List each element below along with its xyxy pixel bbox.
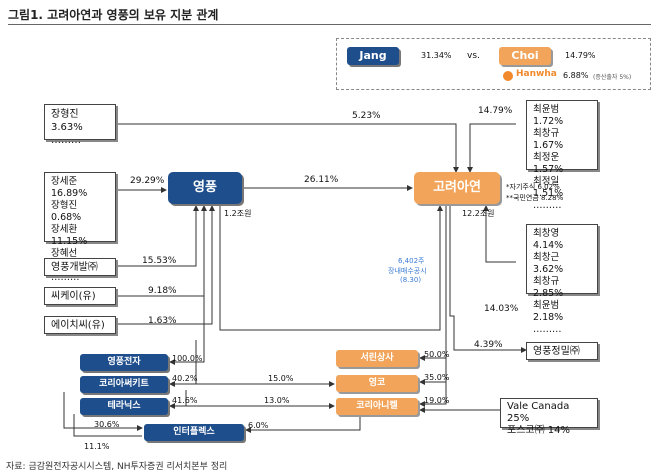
korea-nickel-node: 코리아니켈 — [336, 398, 418, 415]
yp-precision-box: 영풍정밀㈜ — [526, 342, 598, 360]
pct-ckei-to-yp: 9.18% — [148, 286, 177, 296]
source-footer: 자료: 금감원전자공시시스템, NH투자증권 리서치본부 정리 — [6, 462, 228, 472]
choi-mid-more: ……… — [533, 324, 562, 335]
family-line-1: 장세준 16.89% — [51, 176, 88, 199]
pct-inter-b: 11.1% — [84, 442, 110, 451]
legend-choi-badge: Choi — [499, 47, 551, 65]
yp-electronics-node: 영풍전자 — [80, 354, 168, 371]
pct-choi-to-kz: 14.79% — [478, 106, 513, 116]
choi-mid-box: 최창영 4.14% 최창근 3.62% 최창규 2.85% 최윤범 2.18% … — [526, 224, 598, 335]
hcc-box: 에이치씨(유) — [44, 316, 116, 334]
pct-kz-to-ypp: 14.03% — [484, 304, 519, 314]
vale-line: Vale Canada 25% — [507, 401, 570, 424]
interflex-node: 인터플렉스 — [144, 424, 244, 441]
choi-top-line-4: 최정일 1.51% — [533, 176, 564, 199]
youngpoong-dev-box: 영풍개발㈜ — [44, 258, 116, 276]
posco-line: 포스코㈜ 14% — [507, 425, 571, 436]
pct-inter-a: 30.6% — [94, 420, 120, 429]
treasury-note: *자기주식 6.02% — [506, 183, 560, 191]
family-line-3: 장세환 11.15% — [51, 224, 88, 247]
pct-family-to-yp: 29.29% — [130, 176, 165, 186]
pct-ype: 100.0% — [172, 354, 203, 363]
choi-mid-line-2: 최창근 3.62% — [533, 252, 564, 275]
ckei-box: 씨케이(유) — [44, 287, 116, 305]
choi-top-line-1: 최윤범 1.72% — [533, 104, 564, 127]
hanwha-logo-text: Hanwha — [516, 69, 557, 79]
pct-ter: 41.6% — [172, 396, 198, 405]
jang-family-box: 장세준 16.89% 장형진 0.68% 장세환 11.15% 장혜선 0.52… — [44, 172, 116, 283]
kz-value: 12.2조원 — [462, 209, 495, 218]
choi-top-line-3: 최정운 1.57% — [533, 152, 564, 175]
pct-kz-to-kn: 19.0% — [424, 396, 450, 405]
legend-box: Jang 31.34% vs. Choi 14.79% Hanwha 6.88%… — [336, 38, 651, 90]
legend-choi-pct: 14.79% — [565, 51, 596, 60]
pct-hcc-to-yp: 1.63% — [148, 316, 177, 326]
page-title: 그림1. 고려아연과 영풍의 보유 지분 관계 — [8, 8, 219, 22]
pct-to-youngo: 15.0% — [268, 374, 294, 383]
choi-mid-line-4: 최윤범 2.18% — [533, 300, 564, 323]
jang-hyungjin-box: 장형진 3.63% ……… — [44, 104, 116, 146]
choi-mid-line-1: 최창영 4.14% — [533, 228, 564, 251]
pct-ypp-to-kz: 4.39% — [474, 340, 503, 350]
choi-top-line-2: 최창규 1.67% — [533, 128, 564, 151]
vale-posco-box: Vale Canada 25% 포스코㈜ 14% — [500, 398, 598, 436]
buyback-shares: 6,402주 — [398, 257, 425, 265]
pct-inter-c: 6.0% — [248, 421, 269, 430]
title-divider — [8, 24, 651, 25]
buyback-label: 장내매수공시 — [388, 267, 427, 275]
pct-kz-to-youngo: 35.0% — [424, 373, 450, 382]
pct-kc: 40.2% — [172, 374, 198, 383]
family-line-more: ……… — [51, 272, 80, 283]
korea-circuit-node: 코리아써키트 — [80, 376, 168, 393]
choi-top-more: ……… — [533, 200, 562, 211]
pension-note: **국민연금 8.28% — [506, 194, 564, 202]
hanwha-logo-icon — [503, 71, 513, 81]
yp-value: 1.2조원 — [224, 209, 252, 218]
teraneux-node: 테라닉스 — [80, 398, 168, 415]
pct-kz-to-seorin: 50.0% — [424, 350, 450, 359]
korea-zinc-node: 고려아연 — [414, 172, 500, 204]
legend-hanwha-pct: 6.88% — [563, 71, 589, 80]
legend-jang-pct: 31.34% — [421, 51, 452, 60]
legend-jang-badge: Jang — [347, 47, 399, 65]
pct-yp-to-kz: 26.11% — [304, 175, 339, 185]
legend-hanwha-note: (증산출자 5%) — [593, 74, 632, 81]
seorin-node: 서린상사 — [336, 350, 418, 367]
legend-vs: vs. — [467, 51, 480, 61]
youngo-node: 영코 — [336, 375, 418, 392]
jang-hyungjin-line: 장형진 3.63% — [51, 109, 83, 133]
buyback-date: (8.30) — [400, 276, 422, 284]
choi-top-box: 최윤범 1.72% 최창규 1.67% 최정운 1.57% 최정일 1.51% … — [526, 100, 598, 211]
choi-mid-line-3: 최창규 2.85% — [533, 276, 564, 299]
pct-ypdev-to-yp: 15.53% — [142, 256, 177, 266]
family-line-2: 장형진 0.68% — [51, 200, 82, 223]
jang-hyungjin-more: ……… — [51, 135, 81, 146]
pct-jang-to-kz: 5.23% — [352, 111, 381, 121]
youngpoong-node: 영풍 — [168, 172, 242, 204]
pct-to-kn: 13.0% — [264, 396, 290, 405]
